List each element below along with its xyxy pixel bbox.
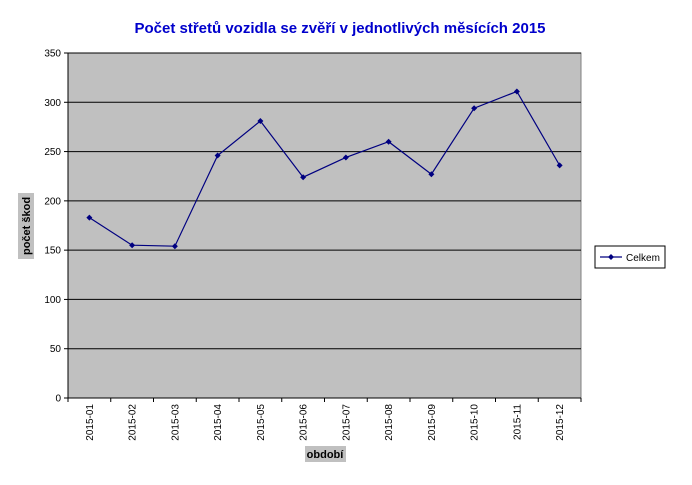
y-tick-label: 300 — [44, 98, 61, 109]
legend-marker — [608, 254, 614, 260]
data-point — [214, 152, 221, 159]
y-tick-label: 150 — [44, 246, 61, 257]
data-point — [300, 174, 307, 181]
y-axis-title: počet škod — [18, 193, 34, 259]
data-point — [342, 154, 349, 161]
x-tick-label: 2015-02 — [128, 404, 139, 441]
y-axis-title-background — [18, 193, 34, 259]
y-tick-label: 350 — [44, 49, 61, 60]
x-tick-label: 2015-04 — [213, 404, 224, 441]
data-point — [86, 214, 93, 221]
x-tick-label: 2015-07 — [341, 404, 352, 441]
x-tick-label: 2015-03 — [170, 404, 181, 441]
data-point — [385, 138, 392, 145]
data-point — [257, 118, 264, 125]
y-tick-label: 200 — [44, 196, 61, 207]
x-tick-label: 2015-11 — [512, 404, 523, 440]
x-tick-label: 2015-10 — [470, 404, 481, 441]
x-axis-title-text: období — [307, 449, 345, 461]
x-tick-label: 2015-01 — [85, 404, 96, 441]
data-point — [471, 105, 478, 112]
x-tick-label: 2015-09 — [427, 404, 438, 441]
x-tick-label: 2015-05 — [256, 404, 267, 441]
data-point — [513, 88, 520, 95]
y-tick-label: 0 — [55, 394, 61, 405]
data-point — [556, 162, 563, 169]
chart-title: Počet střetů vozidla se zvěří v jednotli… — [134, 20, 545, 37]
legend-label-celkem: Celkem — [626, 253, 660, 264]
x-axis-title: období — [305, 446, 346, 462]
y-tick-label: 50 — [50, 344, 62, 355]
data-point — [428, 171, 435, 178]
x-tick-label: 2015-06 — [299, 404, 310, 441]
y-tick-label: 100 — [44, 295, 61, 306]
y-axis: 0 50 100 150 200 250 300 350 — [44, 49, 69, 405]
data-point — [171, 243, 178, 250]
series-line — [89, 90, 561, 247]
gridlines — [68, 52, 581, 350]
x-axis: 2015-01 2015-02 2015-03 2015-04 2015-05 2015-… — [67, 397, 582, 441]
y-tick-label: 250 — [44, 147, 61, 158]
data-point — [129, 242, 136, 249]
x-tick-label: 2015-08 — [384, 404, 395, 441]
legend-box — [594, 245, 666, 269]
legend: Celkem — [594, 245, 666, 269]
y-axis-title-text: počet škod — [21, 197, 33, 255]
series-celkem — [86, 88, 563, 250]
x-axis-title-background — [305, 446, 346, 462]
plot-area — [67, 52, 582, 399]
x-tick-label: 2015-12 — [555, 404, 566, 441]
